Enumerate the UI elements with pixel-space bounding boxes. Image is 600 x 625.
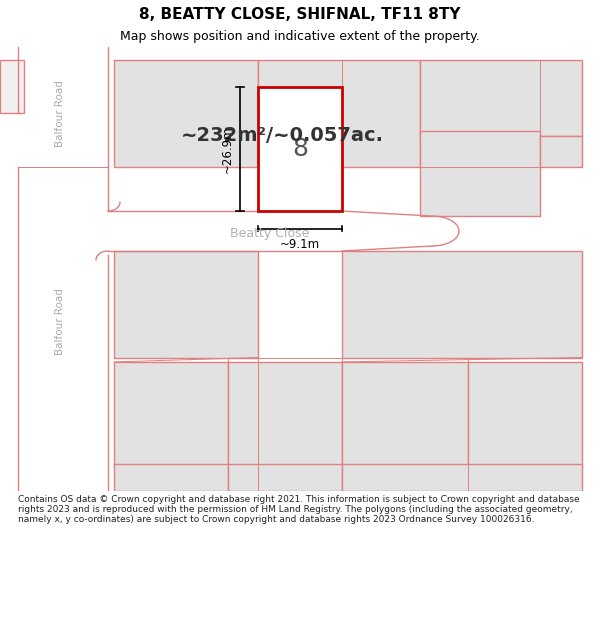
Text: 8, BEATTY CLOSE, SHIFNAL, TF11 8TY: 8, BEATTY CLOSE, SHIFNAL, TF11 8TY [139, 7, 461, 22]
Bar [468, 362, 582, 468]
Bar [258, 60, 420, 167]
Bar [420, 60, 582, 136]
Text: Balfour Road: Balfour Road [55, 289, 65, 356]
Text: Beatty Close: Beatty Close [230, 227, 310, 240]
Text: ~26.9m: ~26.9m [220, 125, 233, 172]
Bar [228, 464, 342, 491]
Bar [420, 131, 540, 216]
Bar [342, 464, 582, 491]
Text: ~232m²/~0.057ac.: ~232m²/~0.057ac. [181, 126, 383, 145]
Bar [114, 251, 258, 358]
Text: Contains OS data © Crown copyright and database right 2021. This information is : Contains OS data © Crown copyright and d… [18, 494, 580, 524]
Bar [114, 464, 228, 491]
Bar [258, 87, 342, 211]
Text: ~9.1m: ~9.1m [280, 238, 320, 251]
Text: 8: 8 [292, 137, 308, 161]
Bar [342, 251, 582, 358]
Text: Map shows position and indicative extent of the property.: Map shows position and indicative extent… [120, 31, 480, 44]
Bar [540, 136, 582, 167]
Bar [0, 60, 24, 114]
Bar [114, 362, 228, 468]
Bar [342, 362, 468, 468]
Bar [228, 362, 342, 468]
Bar [114, 60, 258, 167]
Text: Balfour Road: Balfour Road [55, 80, 65, 147]
